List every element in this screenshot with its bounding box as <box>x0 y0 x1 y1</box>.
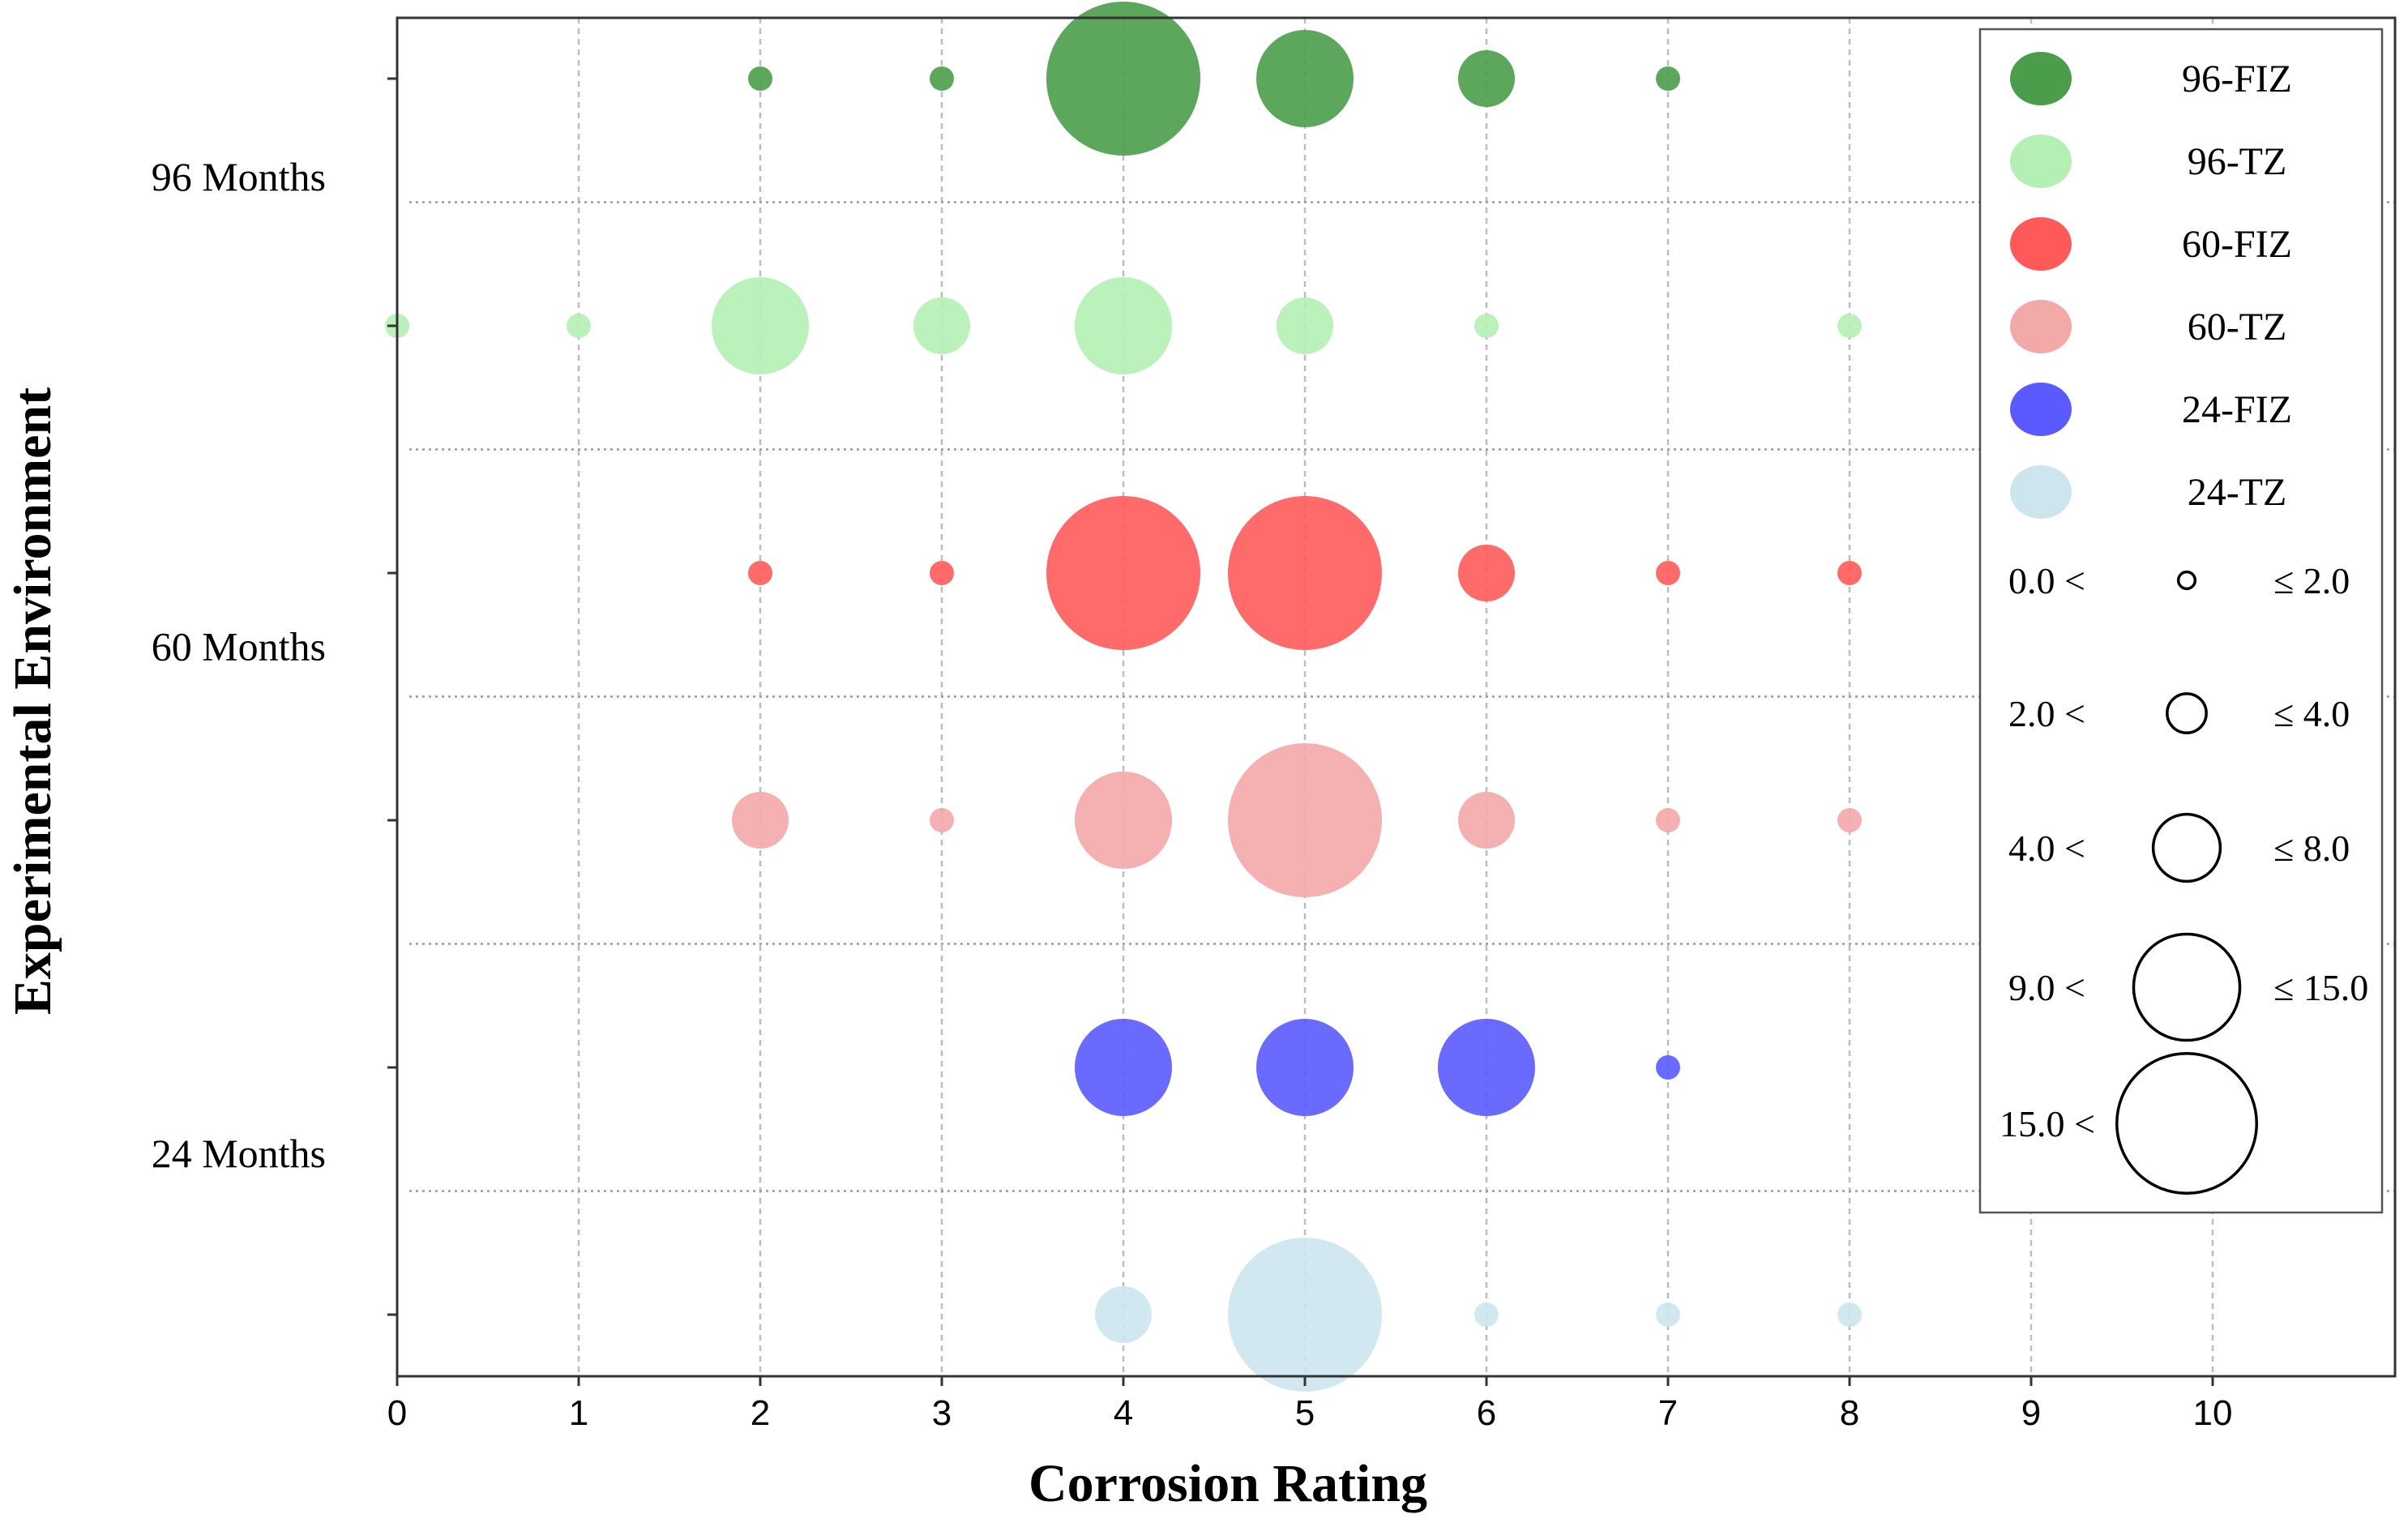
bubble-point <box>1656 808 1680 832</box>
bubble-point <box>930 808 954 832</box>
bubble-point <box>1046 496 1200 650</box>
size-legend-high: ≤ 8.0 <box>2273 828 2350 869</box>
x-tick-label: 10 <box>2193 1393 2233 1433</box>
bubble-point <box>930 66 954 91</box>
size-legend-low: 9.0 < <box>2008 967 2085 1008</box>
bubble-point <box>1256 30 1354 127</box>
legend-swatch <box>2010 135 2072 188</box>
legend-label: 24-TZ <box>2188 471 2287 514</box>
bubble-point <box>1458 50 1515 107</box>
bubble-point <box>1837 1302 1862 1327</box>
bubble-point <box>1837 561 1862 585</box>
size-legend-high: ≤ 15.0 <box>2273 967 2368 1008</box>
legend-swatch <box>2010 383 2072 436</box>
bubble-point <box>1837 314 1862 338</box>
x-tick-label: 5 <box>1295 1393 1315 1433</box>
bubble-point <box>1046 2 1200 156</box>
bubble-point <box>1075 1019 1172 1116</box>
x-tick-label: 4 <box>1114 1393 1133 1433</box>
bubble-layer <box>385 2 1862 1392</box>
y-axis-label: Experimental Environment <box>3 387 62 1015</box>
bubble-point <box>1458 792 1515 849</box>
legend-swatch <box>2010 217 2072 271</box>
bubble-point <box>732 792 789 849</box>
bubble-point <box>1458 545 1515 601</box>
bubble-point <box>1474 314 1499 338</box>
x-tick-label: 9 <box>2021 1393 2041 1433</box>
y-group-label: 24 Months <box>152 1131 326 1176</box>
bubble-point <box>1474 1302 1499 1327</box>
axis-layer: 0 1 2 3 4 5 6 7 8 9 10 96 Months 60 Months 24 Months <box>152 16 2397 1433</box>
bubble-point <box>1656 1055 1680 1080</box>
legend-label: 96-FIZ <box>2182 58 2292 101</box>
bubble-point <box>1256 1019 1354 1116</box>
size-legend-circle <box>2151 812 2222 883</box>
size-legend-circle <box>2166 692 2208 734</box>
size-legend-circle <box>2132 932 2242 1042</box>
bubble-point <box>1438 1019 1535 1116</box>
plot-frame <box>396 16 2397 1378</box>
legend-label: 60-TZ <box>2188 306 2287 349</box>
legend-label: 96-TZ <box>2188 140 2287 183</box>
size-legend-low: 4.0 < <box>2008 828 2085 869</box>
size-legend-high: ≤ 4.0 <box>2273 693 2350 734</box>
legend-swatch <box>2010 465 2072 519</box>
legend-box <box>1978 28 2384 1214</box>
bubble-point <box>1656 561 1680 585</box>
size-legend-high: ≤ 2.0 <box>2273 560 2350 601</box>
size-legend-low: 2.0 < <box>2008 693 2085 734</box>
bubble-point <box>1075 277 1172 374</box>
bubble-point <box>1656 66 1680 91</box>
x-axis-label: Corrosion Rating <box>1029 1454 1427 1513</box>
bubble-point <box>1837 808 1862 832</box>
bubble-point <box>748 561 772 585</box>
x-tick-label: 0 <box>387 1393 407 1433</box>
bubble-point <box>1277 297 1333 354</box>
bubble-point <box>712 277 809 374</box>
size-legend-low: 0.0 < <box>2008 560 2085 601</box>
bubble-point <box>1656 1302 1680 1327</box>
bubble-point <box>930 561 954 585</box>
legend-label: 24-FIZ <box>2182 388 2292 431</box>
size-legend-circle <box>2115 1052 2258 1195</box>
bubble-point <box>748 66 772 91</box>
x-tick-label: 3 <box>932 1393 952 1433</box>
x-tick-label: 2 <box>751 1393 770 1433</box>
x-tick-label: 1 <box>569 1393 588 1433</box>
bubble-point <box>1095 1286 1152 1343</box>
bubble-point <box>1228 743 1382 897</box>
x-tick-label: 6 <box>1477 1393 1496 1433</box>
y-group-label: 96 Months <box>152 154 326 199</box>
legend-swatch <box>2010 52 2072 105</box>
bubble-point <box>1228 496 1382 650</box>
legend: 96-FIZ 96-TZ 60-FIZ 60-TZ 24-FIZ 24-TZ 0.0 < ≤ … <box>1978 28 2384 1214</box>
bubble-point <box>567 314 591 338</box>
bubble-point <box>1228 1238 1382 1392</box>
bubble-point <box>1075 772 1172 869</box>
bubble-point <box>913 297 970 354</box>
x-tick-label: 7 <box>1658 1393 1678 1433</box>
legend-swatch <box>2010 300 2072 353</box>
x-tick-label: 8 <box>1840 1393 1859 1433</box>
size-legend-low: 15.0 < <box>2000 1103 2095 1144</box>
size-legend-circle <box>2176 570 2197 591</box>
y-group-label: 60 Months <box>152 624 326 669</box>
legend-label: 60-FIZ <box>2182 223 2292 266</box>
